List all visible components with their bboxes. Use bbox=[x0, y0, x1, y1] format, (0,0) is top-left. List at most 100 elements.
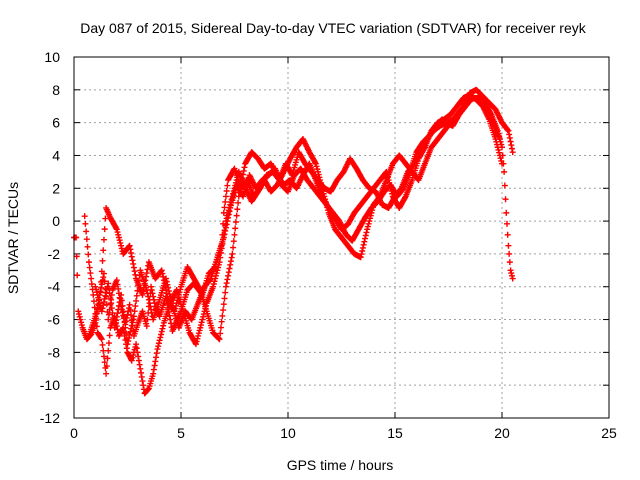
data-point bbox=[140, 288, 147, 295]
data-point bbox=[225, 211, 232, 218]
data-point bbox=[507, 267, 514, 274]
data-point bbox=[129, 354, 136, 361]
data-point bbox=[226, 265, 233, 272]
data-point bbox=[504, 126, 511, 133]
data-point bbox=[100, 353, 107, 360]
data-point bbox=[88, 280, 95, 287]
x-tick-label: 5 bbox=[177, 425, 185, 441]
data-point bbox=[129, 257, 136, 264]
data-point bbox=[99, 305, 106, 312]
data-point bbox=[215, 264, 222, 271]
data-point bbox=[128, 322, 135, 329]
data-point bbox=[154, 346, 161, 353]
data-point bbox=[232, 225, 239, 232]
x-tick-label: 20 bbox=[494, 425, 510, 441]
data-point bbox=[119, 309, 126, 316]
data-point bbox=[359, 244, 366, 251]
data-point bbox=[384, 174, 391, 181]
plot-frame bbox=[73, 56, 610, 419]
data-point bbox=[101, 359, 108, 366]
data-point bbox=[135, 282, 142, 289]
data-point bbox=[130, 316, 137, 323]
data-point bbox=[130, 264, 137, 271]
data-point bbox=[496, 136, 503, 143]
data-point bbox=[120, 313, 127, 320]
data-point bbox=[83, 228, 90, 235]
data-point bbox=[196, 327, 203, 334]
data-point bbox=[224, 218, 231, 225]
data-point bbox=[158, 267, 165, 274]
data-point bbox=[144, 290, 151, 297]
data-point bbox=[100, 302, 107, 309]
data-point bbox=[151, 362, 158, 369]
data-point bbox=[163, 278, 170, 285]
data-point bbox=[103, 363, 110, 370]
data-point bbox=[143, 270, 150, 277]
data-point bbox=[85, 259, 92, 266]
data-point bbox=[503, 220, 510, 227]
data-point bbox=[129, 319, 136, 326]
data-point bbox=[194, 335, 201, 342]
data-point bbox=[78, 319, 85, 326]
data-point bbox=[82, 220, 89, 227]
data-point bbox=[111, 324, 118, 331]
data-point bbox=[164, 281, 171, 288]
data-point bbox=[135, 357, 142, 364]
data-point bbox=[362, 232, 369, 239]
data-point bbox=[222, 193, 229, 200]
data-point bbox=[360, 241, 367, 248]
data-point bbox=[98, 336, 105, 343]
data-point bbox=[502, 196, 509, 203]
data-point bbox=[220, 307, 227, 314]
data-point bbox=[123, 345, 130, 352]
data-point bbox=[210, 280, 217, 287]
data-point bbox=[226, 208, 233, 215]
data-point bbox=[175, 294, 182, 301]
data-point bbox=[98, 335, 105, 342]
data-point bbox=[92, 283, 99, 290]
data-point bbox=[314, 166, 321, 173]
data-point bbox=[222, 283, 229, 290]
data-point bbox=[88, 275, 95, 282]
y-axis-label: SDTVAR / TECUs bbox=[5, 182, 21, 294]
data-point bbox=[506, 134, 513, 141]
data-point bbox=[115, 234, 122, 241]
data-point bbox=[225, 272, 232, 279]
data-point bbox=[506, 250, 513, 257]
data-point bbox=[134, 287, 141, 294]
data-point bbox=[234, 206, 241, 213]
data-point bbox=[113, 226, 120, 233]
data-point bbox=[90, 298, 97, 305]
data-point bbox=[365, 220, 372, 227]
data-point bbox=[233, 212, 240, 219]
data-point bbox=[128, 325, 135, 332]
data-point bbox=[148, 306, 155, 313]
data-point bbox=[127, 246, 134, 253]
data-point bbox=[312, 159, 319, 166]
data-point bbox=[159, 270, 166, 277]
data-point bbox=[150, 370, 157, 377]
data-point bbox=[122, 324, 129, 331]
data-point bbox=[93, 289, 100, 296]
data-point bbox=[222, 289, 229, 296]
data-point bbox=[143, 287, 150, 294]
data-point bbox=[114, 229, 121, 236]
data-point bbox=[197, 324, 204, 331]
data-point bbox=[499, 160, 505, 167]
data-point bbox=[125, 334, 132, 341]
data-point bbox=[126, 331, 133, 338]
data-point bbox=[94, 291, 101, 298]
data-point bbox=[138, 369, 145, 376]
data-point bbox=[75, 308, 82, 315]
y-tick-label: -10 bbox=[40, 377, 60, 393]
data-point bbox=[232, 219, 239, 226]
data-point bbox=[127, 328, 134, 335]
data-point bbox=[128, 312, 135, 319]
data-point bbox=[229, 250, 236, 257]
data-point bbox=[102, 292, 109, 299]
data-point bbox=[231, 231, 238, 238]
data-point bbox=[118, 297, 125, 304]
data-point bbox=[359, 247, 366, 254]
data-point bbox=[76, 313, 83, 320]
data-point bbox=[128, 249, 135, 256]
